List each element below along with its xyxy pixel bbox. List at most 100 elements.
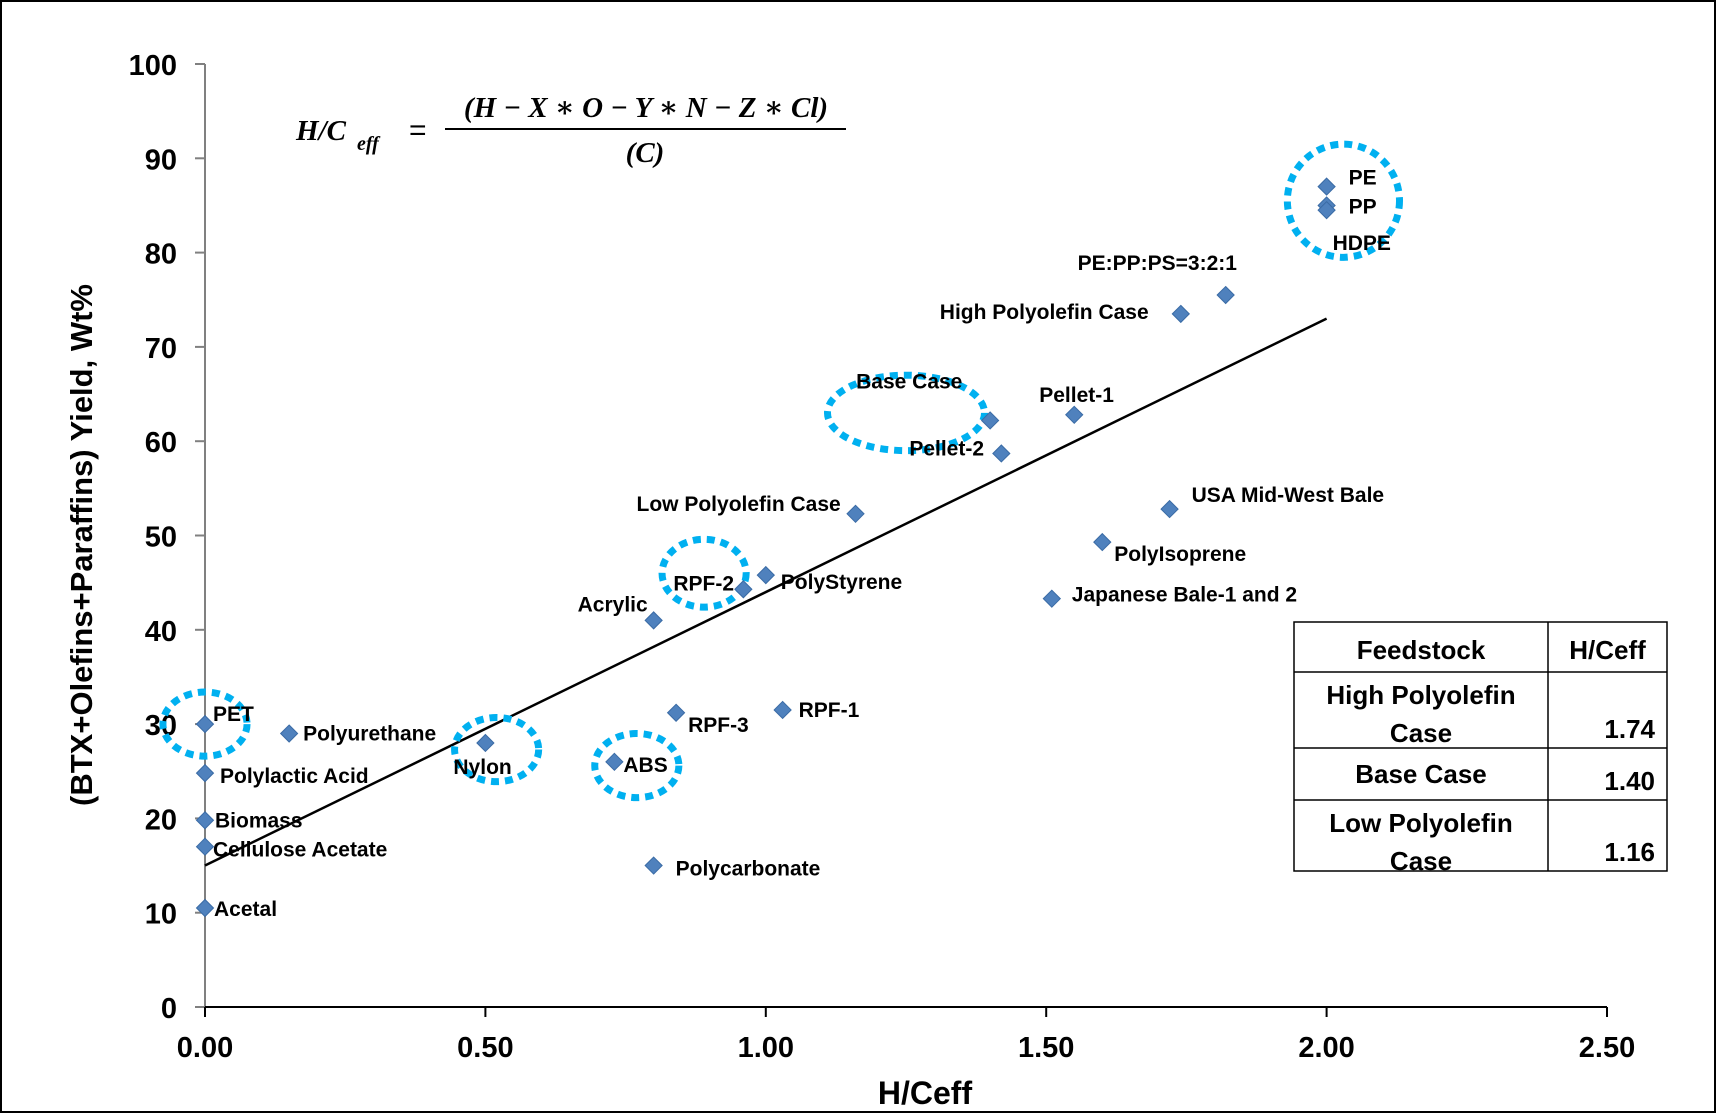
data-point <box>644 856 663 875</box>
table-cell-value: 1.16 <box>1604 837 1655 867</box>
data-point <box>980 411 1000 430</box>
y-tick-label: 50 <box>145 522 177 554</box>
point-label: RPF-1 <box>799 699 860 722</box>
data-point <box>1317 177 1336 196</box>
data-point <box>195 714 215 734</box>
point-label: Acrylic <box>578 593 648 616</box>
point-label: Pellet-2 <box>909 437 984 460</box>
table-cell-value: 1.40 <box>1604 766 1655 796</box>
y-axis-label: (BTX+Olefins+Paraffins) Yield, Wt% <box>64 284 99 806</box>
point-label: Polylactic Acid <box>220 765 369 788</box>
point-label: USA Mid-West Bale <box>1192 484 1385 507</box>
x-tick-label: 1.00 <box>738 1032 794 1064</box>
formula-lhs: H/C <box>295 115 347 147</box>
point-label: Base Case <box>856 370 962 393</box>
point-label: ABS <box>623 754 667 777</box>
point-label: PolyStyrene <box>781 571 902 594</box>
point-labels: PE PP HDPE PE:PP:PS=3:2:1 High Polyolefin Ca… <box>213 167 1391 921</box>
formula: H/C eff = (H − X ∗ O − Y ∗ N − Z ∗ Cl) (… <box>295 92 846 169</box>
point-label: PET <box>213 703 254 726</box>
y-tick-label: 40 <box>145 616 177 648</box>
table-cell-feedstock: High Polyolefin <box>1326 680 1515 710</box>
x-tick-label: 2.00 <box>1298 1032 1354 1064</box>
data-point <box>195 837 215 856</box>
table-border <box>1293 621 1668 872</box>
point-label: Nylon <box>453 756 511 779</box>
point-label: Cellulose Acetate <box>213 839 387 862</box>
highlight-circle <box>591 730 683 802</box>
point-label: PE:PP:PS=3:2:1 <box>1078 252 1238 275</box>
highlight-circle <box>658 535 750 611</box>
data-point <box>1160 499 1179 519</box>
formula-numerator: (H − X ∗ O − Y ∗ N − Z ∗ Cl) <box>464 92 828 124</box>
data-point <box>195 898 215 918</box>
y-tick-label: 10 <box>145 899 177 931</box>
highlight-circle <box>159 688 251 760</box>
point-label: Polyurethane <box>303 723 436 746</box>
formula-denominator: (C) <box>626 137 665 169</box>
data-point <box>1065 405 1084 425</box>
y-tick-label: 60 <box>145 427 177 459</box>
highlight-circle <box>823 371 989 455</box>
highlight-circle <box>1283 140 1404 261</box>
x-axis-label: H/Ceff <box>878 1075 973 1111</box>
data-point <box>1317 200 1336 220</box>
data-point <box>195 811 215 830</box>
data-point <box>756 565 776 585</box>
point-label: PE <box>1349 167 1377 190</box>
data-point <box>1042 589 1062 608</box>
x-tick-label: 2.50 <box>1579 1032 1635 1064</box>
table-header-hceff: H/Ceff <box>1569 635 1646 665</box>
table-cell-feedstock: Base Case <box>1355 759 1487 789</box>
data-point <box>666 703 686 722</box>
data-points <box>195 177 1336 918</box>
table-cell-value: 1.74 <box>1604 714 1655 744</box>
y-tick-label: 0 <box>161 993 177 1025</box>
point-label: RPF-3 <box>688 714 749 737</box>
point-label: PP <box>1349 195 1377 218</box>
data-point <box>195 763 215 783</box>
trendline <box>204 317 1328 867</box>
data-point <box>644 611 663 630</box>
point-label: Polycarbonate <box>676 858 821 881</box>
data-point <box>846 504 865 524</box>
data-point <box>605 752 624 772</box>
point-label: Low Polyolefin Case <box>637 493 841 516</box>
highlight-circle <box>451 713 543 786</box>
x-tick-label: 0.00 <box>177 1032 233 1064</box>
y-tick-label: 20 <box>145 804 177 836</box>
point-label: HDPE <box>1333 232 1391 255</box>
data-point <box>773 700 792 720</box>
table-cell-feedstock: Low Polyolefin <box>1329 808 1512 838</box>
trendline-group <box>204 317 1328 867</box>
x-tick-label: 0.50 <box>457 1032 513 1064</box>
table-header-feedstock: Feedstock <box>1357 635 1486 665</box>
formula-equals: = <box>409 114 427 147</box>
point-label: High Polyolefin Case <box>940 301 1149 324</box>
data-point <box>279 724 299 743</box>
formula-lhs-subscript: eff <box>357 133 381 155</box>
point-label: Japanese Bale-1 and 2 <box>1072 584 1297 607</box>
point-label: Biomass <box>215 809 303 832</box>
data-point <box>734 580 753 599</box>
data-point <box>1093 532 1112 552</box>
y-tick-label: 90 <box>145 144 177 176</box>
y-tick-label: 70 <box>145 333 177 365</box>
table-cell-feedstock: Case <box>1390 846 1452 876</box>
table-cell-feedstock: Case <box>1390 718 1452 748</box>
feedstock-table: Feedstock H/Ceff High Polyolefin Case 1.74 Ba… <box>1293 621 1668 876</box>
data-point <box>992 444 1011 463</box>
point-label: Acetal <box>214 898 277 921</box>
data-point <box>476 733 495 753</box>
highlight-circles <box>159 140 1404 802</box>
y-tick-label: 100 <box>129 50 177 82</box>
data-point <box>1171 304 1190 324</box>
y-tick-label: 80 <box>145 239 177 271</box>
point-label: PolyIsoprene <box>1114 543 1246 566</box>
x-tick-label: 1.50 <box>1018 1032 1074 1064</box>
point-label: Pellet-1 <box>1039 384 1114 407</box>
